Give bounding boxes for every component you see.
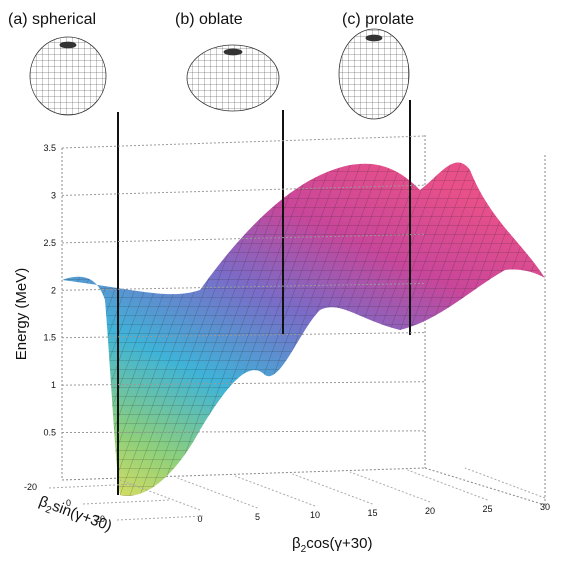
pole — [223, 48, 243, 56]
y-tick-label: 20 — [95, 514, 105, 524]
sphere — [29, 36, 107, 116]
z-tick-label: 1 — [51, 380, 56, 390]
z-tick-label: 1.5 — [43, 333, 56, 343]
shape-pointers — [117, 100, 411, 495]
subscript: 2 — [44, 504, 53, 516]
x-tick-label: 5 — [255, 512, 260, 522]
panel-labels: (a) spherical (b) oblate (c) prolate — [8, 11, 414, 28]
symbol: β — [292, 535, 301, 552]
surface-mesh — [62, 162, 545, 496]
x-tick — [407, 469, 488, 501]
z-axis-label: Energy (MeV) — [13, 268, 30, 361]
z-tick-label: 3.5 — [43, 143, 56, 153]
x-tick-label: 10 — [310, 510, 320, 520]
x-tick — [177, 477, 258, 509]
axes-box — [61, 135, 546, 506]
y-tick — [116, 515, 206, 521]
y-tick — [82, 499, 172, 505]
grid-line — [61, 430, 426, 434]
x-tick-label: 0 — [197, 514, 202, 524]
z-tick-label: 2.5 — [43, 238, 56, 248]
x-tick — [464, 467, 546, 499]
z-tick-label: 3 — [51, 190, 56, 200]
grid-line — [61, 135, 426, 149]
x-tick — [349, 471, 431, 503]
grid-line — [61, 332, 426, 339]
shapes — [29, 28, 410, 120]
pole — [365, 34, 383, 42]
grid-line — [61, 184, 426, 196]
prolate-shape — [338, 28, 410, 120]
y-tick-label: 0 — [66, 498, 71, 508]
x-tick — [234, 475, 316, 507]
pole — [59, 41, 77, 49]
panel-label: (a) spherical — [8, 11, 96, 28]
subscript: 2 — [301, 544, 307, 555]
grid-line — [61, 233, 426, 244]
rest: cos(γ+30) — [306, 535, 372, 552]
z-tick-label: 2 — [51, 285, 56, 295]
box-edge — [61, 135, 546, 506]
grid-line — [61, 381, 426, 386]
z-tick-label: 0.5 — [43, 428, 56, 438]
x-tick-label: 15 — [367, 508, 377, 518]
x-tick-label: 30 — [540, 502, 550, 512]
x-tick-label: 25 — [482, 504, 492, 514]
grid-line — [61, 282, 426, 291]
panel-label: (c) prolate — [342, 11, 414, 28]
x-tick-label: 20 — [425, 506, 435, 516]
y-tick — [48, 483, 138, 489]
panel-label: (b) oblate — [175, 11, 243, 28]
oblate-shape — [186, 44, 280, 112]
x-axis-label: β2cos(γ+30) — [292, 535, 372, 555]
x-tick — [292, 473, 373, 505]
y-tick-label: -20 — [24, 482, 37, 492]
